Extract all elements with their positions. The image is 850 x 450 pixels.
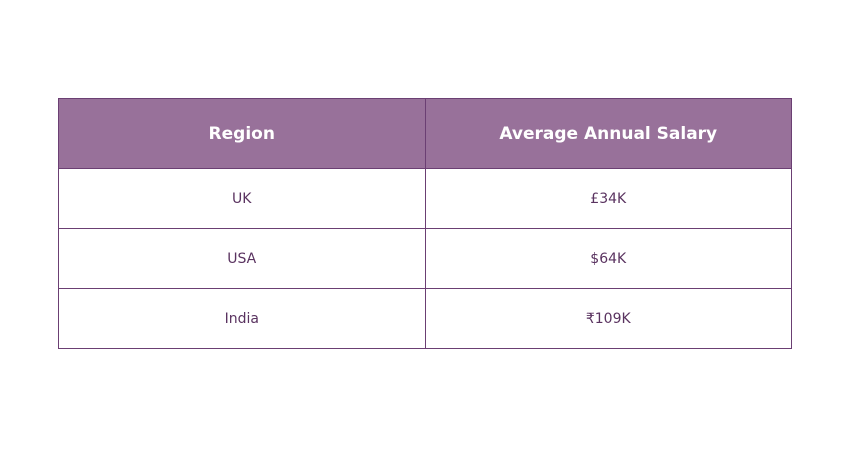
table-cell: USA [58, 228, 426, 289]
table-body: UK £34K USA $64K India ₹109K [58, 168, 792, 349]
table-cell: £34K [424, 168, 792, 229]
salary-table: Region Average Annual Salary UK £34K USA $64… [58, 98, 792, 349]
header-cell: Average Annual Salary [424, 98, 792, 169]
table-row: USA $64K [58, 228, 792, 289]
table-row: India ₹109K [58, 288, 792, 349]
table-cell: ₹109K [424, 288, 792, 349]
table-cell: UK [58, 168, 426, 229]
table-cell: $64K [424, 228, 792, 289]
header-cell: Region [58, 98, 426, 169]
table-row: UK £34K [58, 168, 792, 229]
table-cell: India [58, 288, 426, 349]
header-row: Region Average Annual Salary [58, 98, 792, 169]
